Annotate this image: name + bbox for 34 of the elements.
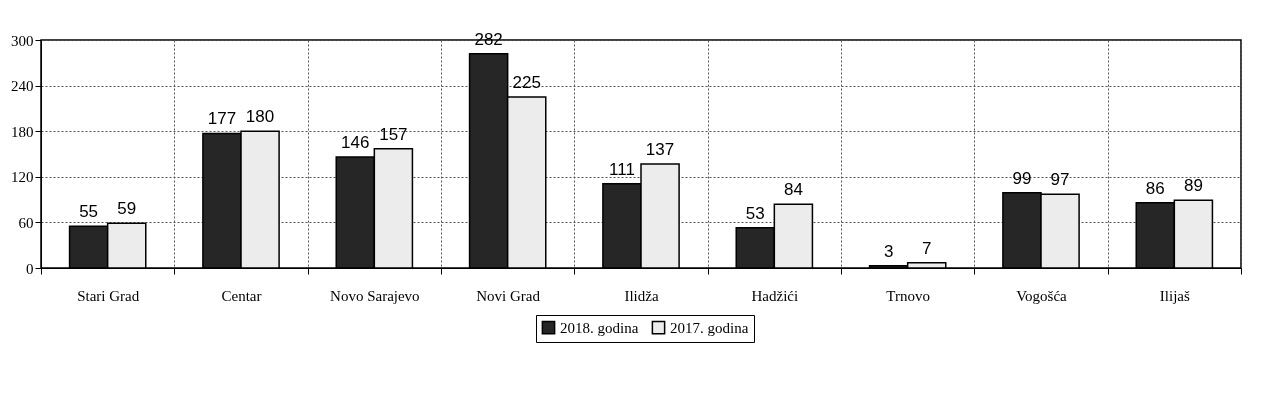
data-label: 84 <box>783 180 803 200</box>
x-tick-label: Trnovo <box>886 287 930 304</box>
data-label: 7 <box>921 238 932 258</box>
data-label: 225 <box>512 73 541 92</box>
data-label: 157 <box>379 124 408 144</box>
y-tick-label: 180 <box>11 123 34 140</box>
data-label: 89 <box>1183 176 1203 196</box>
y-tick-label: 60 <box>18 214 34 231</box>
data-label: 177 <box>207 109 237 129</box>
data-label: 3 <box>883 241 894 261</box>
data-label: 53 <box>745 203 765 223</box>
y-tick-label: 120 <box>11 169 34 186</box>
x-tick-label: Stari Grad <box>77 287 140 304</box>
y-tick-label: 300 <box>11 32 34 49</box>
x-tick-label: Ilidža <box>624 287 659 304</box>
x-tick-label: Novi Grad <box>476 287 541 304</box>
data-label: 99 <box>1012 168 1032 188</box>
y-tick-label: 240 <box>11 78 34 95</box>
data-label: 97 <box>1050 170 1070 190</box>
data-label: 137 <box>645 139 675 159</box>
x-tick-label: Hadžići <box>751 287 799 304</box>
x-tick-label: Centar <box>221 287 262 304</box>
legend-label: 2017. godina <box>670 319 749 336</box>
data-label: 146 <box>341 133 370 153</box>
x-tick-label: Vogošća <box>1016 287 1068 304</box>
y-tick-label: 0 <box>26 260 34 277</box>
data-label: 86 <box>1145 178 1165 198</box>
data-label: 180 <box>245 107 275 127</box>
data-label: 111 <box>609 159 635 179</box>
x-tick-label: Novo Sarajevo <box>330 287 420 304</box>
data-label: 55 <box>79 202 99 222</box>
data-label: 59 <box>117 199 137 219</box>
legend-label: 2018. godina <box>560 319 639 336</box>
x-tick-label: Ilijaš <box>1159 287 1190 304</box>
